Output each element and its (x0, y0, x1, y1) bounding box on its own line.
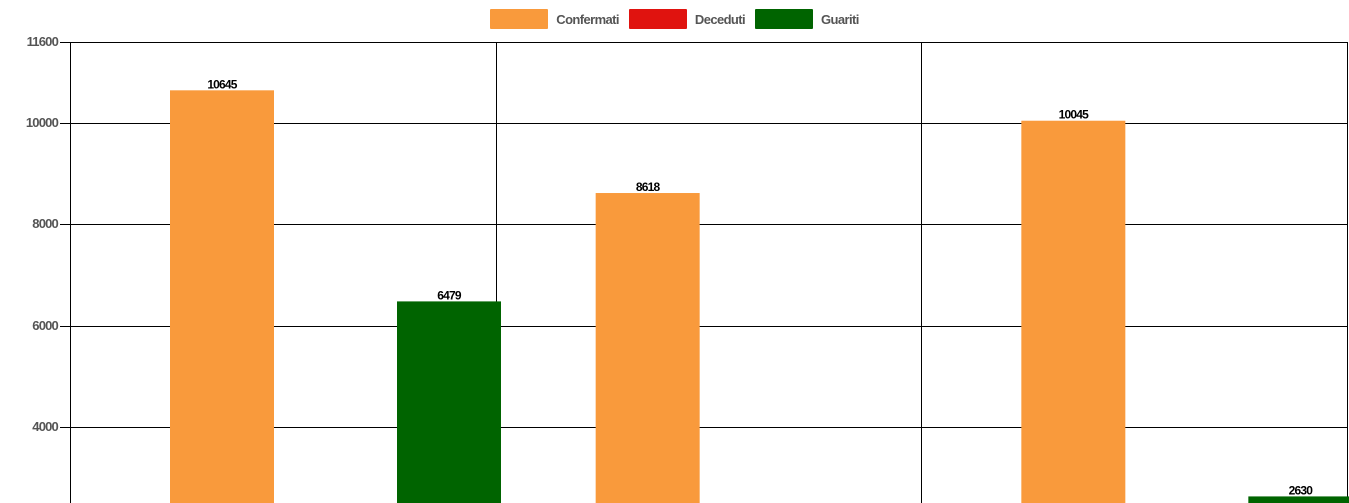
bar-guariti (1248, 496, 1349, 503)
legend-label-confermati: Confermati (556, 11, 619, 27)
y-tick-label: 6000 (32, 318, 58, 333)
legend-item-guariti[interactable]: Guariti (755, 9, 859, 29)
data-label: 6479 (437, 288, 462, 302)
bar-confermati (1021, 120, 1126, 503)
y-tick-label: 4000 (32, 419, 58, 434)
data-label: 10045 (1059, 108, 1089, 122)
y-tick-label: 8000 (32, 216, 58, 231)
bar-confermati (595, 193, 700, 503)
legend-item-deceduti[interactable]: Deceduti (628, 9, 746, 29)
legend-swatch-guariti (755, 9, 814, 29)
legend-label-deceduti: Deceduti (694, 11, 746, 27)
bar-confermati (170, 90, 274, 503)
y-tick-label: 11600 (27, 34, 59, 49)
legend-item-confermati[interactable]: Confermati (490, 9, 620, 29)
y-tick-label: 10000 (26, 115, 59, 130)
legend-label-guariti: Guariti (821, 11, 859, 27)
data-label: 10645 (207, 77, 237, 91)
legend-swatch-confermati (490, 9, 549, 29)
legend-swatch-deceduti (628, 9, 687, 29)
data-label: 8618 (636, 180, 661, 194)
chart-legend: Confermati Deceduti Guariti (0, 6, 1349, 32)
bar-guariti (397, 301, 501, 503)
data-label: 2630 (1289, 483, 1314, 497)
